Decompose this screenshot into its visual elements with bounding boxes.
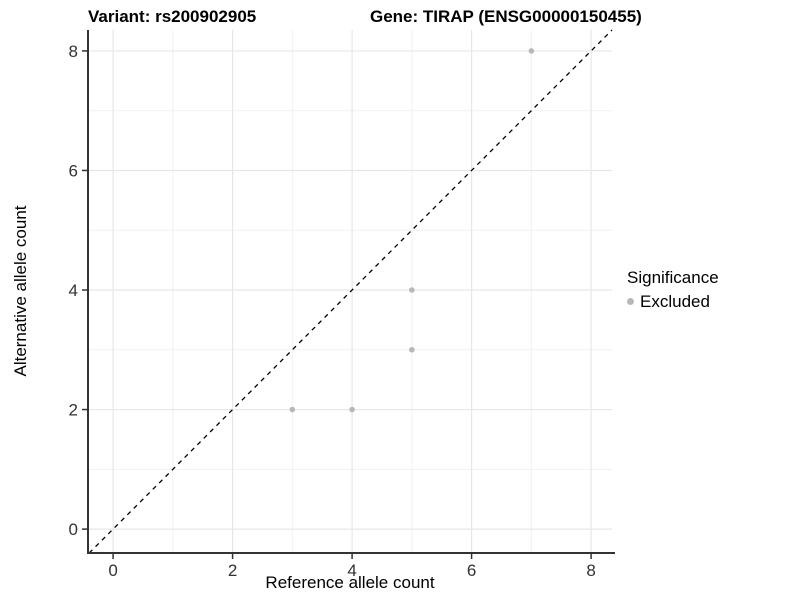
variant-title: Variant: rs200902905 [88,7,257,26]
data-point [409,287,415,293]
x-tick-label: 0 [108,561,117,580]
excluded-point-icon [627,298,634,306]
data-point [409,346,415,353]
y-tick-label: 0 [69,520,78,539]
x-axis-label: Reference allele count [265,573,435,592]
y-axis-label: Alternative allele count [11,205,30,377]
legend: Significance Excluded [627,267,719,313]
legend-title: Significance [627,268,719,287]
data-point [349,406,355,413]
x-tick-label: 4 [347,561,356,580]
x-tick-label: 2 [228,561,237,580]
x-tick-label: 6 [467,561,476,580]
y-tick-label: 6 [69,161,78,180]
data-point [289,406,296,413]
gene-title: Gene: TIRAP (ENSG00000150455) [370,7,642,26]
y-tick-label: 8 [69,42,78,61]
legend-entry-excluded: Excluded [627,291,719,312]
x-tick-label: 8 [586,561,595,580]
y-tick-label: 4 [69,281,78,300]
y-tick-label: 2 [69,401,78,420]
legend-entry-label: Excluded [640,292,710,312]
data-point [528,48,535,54]
identity-line [88,29,613,554]
